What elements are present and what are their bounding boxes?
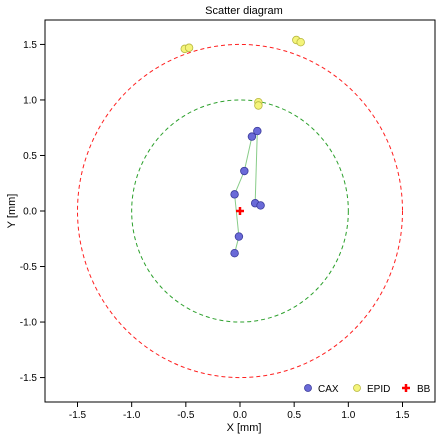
x-tick-label-4: 0.0 bbox=[233, 410, 247, 421]
point-bb-1 bbox=[236, 207, 244, 215]
tolerance-circles bbox=[77, 43, 403, 379]
tolerance-circle-1 bbox=[131, 99, 349, 323]
legend-item-epid: EPID bbox=[353, 384, 390, 395]
point-cax-6 bbox=[253, 126, 262, 136]
point-epid-6 bbox=[254, 101, 263, 110]
axis-ticks: -1.5 -1.0 -0.5 0.0 0.5 1.0 1.5 -1.5 -1.0 -0.5 0.0 0… bbox=[20, 40, 410, 421]
legend-label-bb: BB bbox=[417, 384, 431, 395]
series-line-cax bbox=[234, 129, 261, 254]
y-tick-label-6: 1.0 bbox=[23, 95, 37, 106]
x-tick-label-6: 1.0 bbox=[341, 410, 355, 421]
data-points bbox=[180, 35, 305, 258]
x-tick-label-2: -1.0 bbox=[123, 410, 141, 421]
legend-marker-cax bbox=[304, 384, 312, 392]
point-epid-2 bbox=[184, 43, 194, 52]
series-lines bbox=[234, 129, 261, 254]
legend-label-cax: CAX bbox=[318, 384, 339, 395]
legend-marker-bb bbox=[402, 384, 410, 392]
x-tick-label-3: -0.5 bbox=[177, 410, 195, 421]
legend: CAX EPID BB bbox=[304, 384, 431, 395]
point-cax-1 bbox=[230, 248, 239, 258]
y-tick-label-3: -0.5 bbox=[20, 262, 38, 273]
point-epid-4 bbox=[296, 38, 305, 47]
legend-item-cax: CAX bbox=[304, 384, 339, 395]
point-cax-8 bbox=[256, 201, 265, 210]
y-tick-label-4: 0.0 bbox=[23, 207, 37, 218]
x-axis-title: X [mm] bbox=[227, 422, 262, 434]
x-tick-label-5: 0.5 bbox=[287, 410, 301, 421]
legend-marker-epid bbox=[353, 384, 361, 392]
y-tick-label-7: 1.5 bbox=[23, 40, 37, 51]
x-tick-label-7: 1.5 bbox=[396, 410, 410, 421]
chart-title: Scatter diagram bbox=[205, 5, 283, 17]
y-axis-title: Y [mm] bbox=[6, 194, 18, 229]
tolerance-circle-2 bbox=[77, 43, 403, 379]
y-tick-label-1: -1.5 bbox=[20, 373, 38, 384]
point-cax-4 bbox=[240, 166, 249, 176]
x-tick-label-1: -1.5 bbox=[69, 410, 87, 421]
point-cax-5 bbox=[247, 132, 257, 141]
y-tick-label-5: 0.5 bbox=[23, 151, 37, 162]
legend-label-epid: EPID bbox=[367, 384, 390, 395]
y-tick-label-2: -1.0 bbox=[20, 318, 38, 329]
point-cax-2 bbox=[234, 232, 244, 241]
point-cax-3 bbox=[230, 190, 239, 199]
legend-item-bb: BB bbox=[402, 384, 431, 395]
